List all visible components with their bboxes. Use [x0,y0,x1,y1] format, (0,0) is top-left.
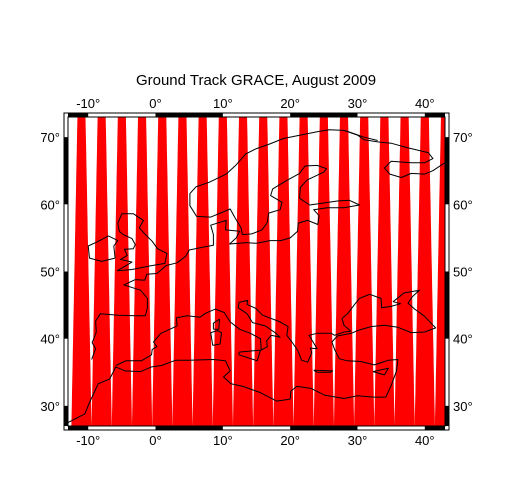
lat-tick-label-left: 60° [40,197,60,212]
lat-tick-label-right: 60° [453,197,473,212]
lat-tick-label-left: 50° [40,265,60,280]
lon-tick-label-bottom: 20° [280,433,300,448]
lat-tick-label-right: 30° [453,399,473,414]
ground-track-band [333,117,355,426]
ground-track-band [414,117,435,426]
ground-track-band [273,117,294,426]
ground-track-band [71,117,92,426]
lon-tick-label-bottom: 0° [149,433,161,448]
lon-tick-label-top: 0° [149,96,161,111]
map-title: Ground Track GRACE, August 2009 [136,72,376,89]
coastline-path [238,349,261,362]
frame-bar-right [445,405,449,426]
ground-tracks [71,117,445,426]
lat-tick-label-left: 70° [40,130,60,145]
ground-track-band [192,117,213,426]
frame-bar-top [290,113,358,117]
lon-tick-label-top: 30° [348,96,368,111]
lat-tick-label-right: 40° [453,332,473,347]
coastline-path [87,235,119,262]
ground-track-band [131,117,153,426]
ground-track-band [354,117,375,426]
coastline-path [116,213,168,272]
frame-outline [63,112,450,431]
frame-bar-left [64,137,68,205]
ground-track-band [91,117,112,426]
axis-labels: -10° -10° 0° 0° 10° 10° 20° 20° 30° 30° 40° 40° 30° 3… [40,96,472,448]
coastline-path [91,129,445,360]
frame-bar-bottom [68,426,89,430]
frame-bar-left [64,271,68,339]
frame-bar-top [68,113,89,117]
lon-tick-label-top: 20° [280,96,300,111]
lat-tick-label-left: 30° [40,399,60,414]
ground-track-band [434,117,445,426]
ground-track-band [313,117,334,426]
frame-bar-right [445,137,449,205]
lon-tick-label-bottom: 30° [348,433,368,448]
lon-tick-label-top: 40° [415,96,435,111]
coastline-path [212,318,220,330]
ground-track-band [374,117,395,426]
frame-bar-bottom [290,426,358,430]
frame-bar-bottom [155,426,223,430]
lon-tick-label-top: 10° [213,96,233,111]
ground-track-band [172,117,193,426]
ground-track-band [253,117,274,426]
coastline-path [68,289,437,424]
ground-track-band [111,117,132,426]
frame-bar-top [155,113,223,117]
frame-bar-left [64,405,68,426]
coastline-path [372,367,389,376]
ground-track-band [152,117,173,426]
lon-tick-label-bottom: -10° [76,433,100,448]
coastline [68,129,445,424]
coastline-path [346,130,378,141]
frame-bar-bottom [424,426,445,430]
lon-tick-label-bottom: 10° [213,433,233,448]
lat-tick-label-right: 50° [453,265,473,280]
lat-tick-label-left: 40° [40,332,60,347]
frame-bar-top [424,113,445,117]
map-border-ticks [63,112,450,431]
lon-tick-label-top: -10° [76,96,100,111]
coastline-path [313,369,334,373]
frame-bar-right [445,271,449,339]
ground-track-band [394,117,415,426]
ground-track-band [293,117,314,426]
lat-tick-label-right: 70° [453,130,473,145]
ground-track-band [232,117,254,426]
coastline-path [210,330,222,346]
lon-tick-label-bottom: 40° [415,433,435,448]
ground-track-band [212,117,233,426]
